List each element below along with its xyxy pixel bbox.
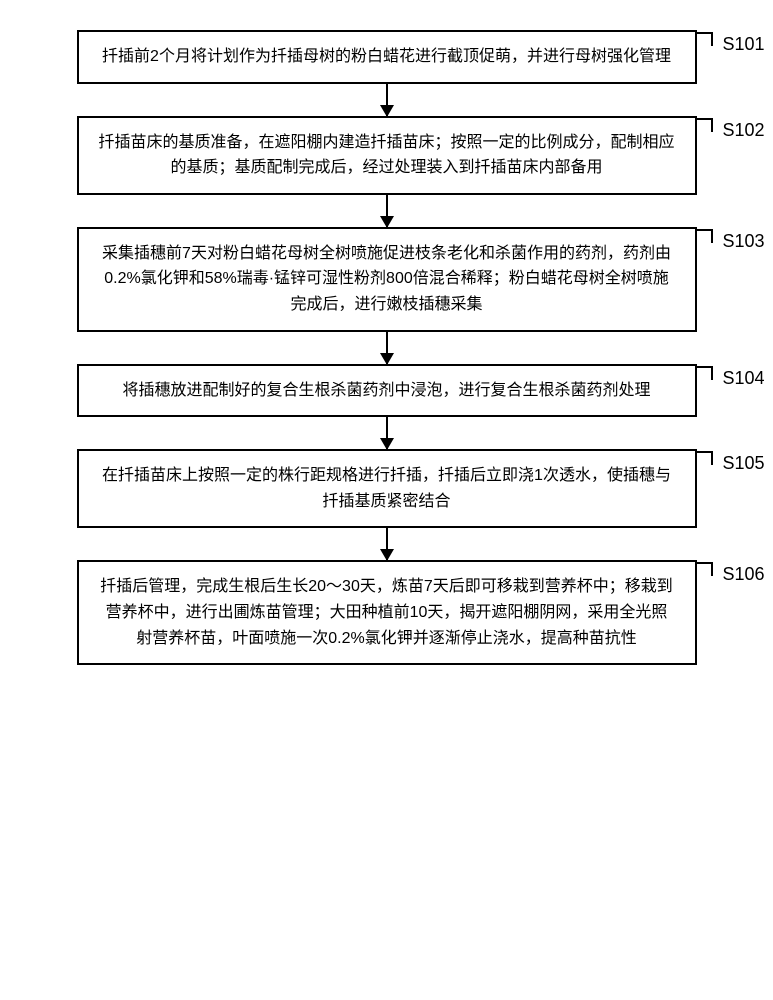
step-label-3: S103	[722, 227, 764, 256]
label-connector	[695, 229, 713, 243]
step-label-1: S101	[722, 30, 764, 59]
step-box-5: S105 在扦插苗床上按照一定的株行距规格进行扦插，扦插后立即浇1次透水，使插穗…	[77, 449, 697, 528]
step-text-1: 扦插前2个月将计划作为扦插母树的粉白蜡花进行截顶促萌，并进行母树强化管理	[102, 48, 671, 65]
step-wrapper-5: S105 在扦插苗床上按照一定的株行距规格进行扦插，扦插后立即浇1次透水，使插穗…	[40, 449, 733, 560]
step-wrapper-4: S104 将插穗放进配制好的复合生根杀菌药剂中浸泡，进行复合生根杀菌药剂处理	[40, 364, 733, 450]
arrow-2	[386, 195, 388, 227]
arrow-1	[386, 84, 388, 116]
arrow-4	[386, 417, 388, 449]
arrow-3	[386, 332, 388, 364]
label-connector	[695, 32, 713, 46]
step-box-3: S103 采集插穗前7天对粉白蜡花母树全树喷施促进枝条老化和杀菌作用的药剂，药剂…	[77, 227, 697, 332]
step-box-1: S101 扦插前2个月将计划作为扦插母树的粉白蜡花进行截顶促萌，并进行母树强化管…	[77, 30, 697, 84]
step-wrapper-6: S106 扦插后管理，完成生根后生长20～30天，炼苗7天后即可移栽到营养杯中；…	[40, 560, 733, 665]
step-wrapper-3: S103 采集插穗前7天对粉白蜡花母树全树喷施促进枝条老化和杀菌作用的药剂，药剂…	[40, 227, 733, 364]
step-text-6: 扦插后管理，完成生根后生长20～30天，炼苗7天后即可移栽到营养杯中；移栽到营养…	[100, 578, 673, 646]
step-text-3: 采集插穗前7天对粉白蜡花母树全树喷施促进枝条老化和杀菌作用的药剂，药剂由0.2%…	[102, 245, 671, 313]
step-label-5: S105	[722, 449, 764, 478]
step-wrapper-1: S101 扦插前2个月将计划作为扦插母树的粉白蜡花进行截顶促萌，并进行母树强化管…	[40, 30, 733, 116]
label-connector	[695, 366, 713, 380]
step-label-2: S102	[722, 116, 764, 145]
step-text-4: 将插穗放进配制好的复合生根杀菌药剂中浸泡，进行复合生根杀菌药剂处理	[122, 382, 650, 399]
label-connector	[695, 118, 713, 132]
step-text-5: 在扦插苗床上按照一定的株行距规格进行扦插，扦插后立即浇1次透水，使插穗与扦插基质…	[102, 467, 671, 510]
step-box-2: S102 扦插苗床的基质准备，在遮阳棚内建造扦插苗床；按照一定的比例成分，配制相…	[77, 116, 697, 195]
step-box-6: S106 扦插后管理，完成生根后生长20～30天，炼苗7天后即可移栽到营养杯中；…	[77, 560, 697, 665]
label-connector	[695, 451, 713, 465]
label-connector	[695, 562, 713, 576]
flowchart-container: S101 扦插前2个月将计划作为扦插母树的粉白蜡花进行截顶促萌，并进行母树强化管…	[40, 30, 733, 665]
step-box-4: S104 将插穗放进配制好的复合生根杀菌药剂中浸泡，进行复合生根杀菌药剂处理	[77, 364, 697, 418]
arrow-5	[386, 528, 388, 560]
step-wrapper-2: S102 扦插苗床的基质准备，在遮阳棚内建造扦插苗床；按照一定的比例成分，配制相…	[40, 116, 733, 227]
step-label-6: S106	[722, 560, 764, 589]
step-text-2: 扦插苗床的基质准备，在遮阳棚内建造扦插苗床；按照一定的比例成分，配制相应的基质；…	[99, 134, 675, 177]
step-label-4: S104	[722, 364, 764, 393]
